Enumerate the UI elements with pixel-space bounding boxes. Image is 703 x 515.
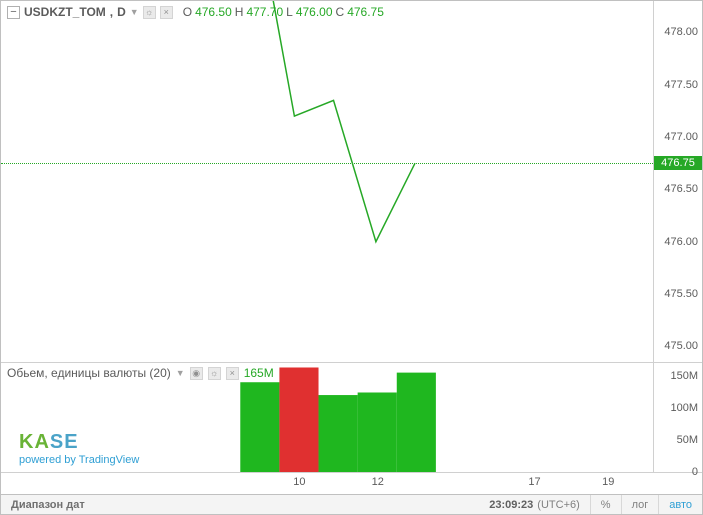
footer-toolbar: Диапазон дат 23:09:23 (UTC+6) % лог авто <box>1 494 702 514</box>
price-chart[interactable]: − USDKZT_TOM, D ▼ ☼ × O 476.50 H 477.70 … <box>1 1 654 362</box>
chevron-down-icon[interactable]: ▼ <box>130 7 139 17</box>
price-tick: 478.00 <box>664 26 698 38</box>
volume-chart[interactable]: Обьем, единицы валюты (20) ▼ ◉ ☼ × 165M … <box>1 363 654 472</box>
symbol-legend: − USDKZT_TOM, D ▼ ☼ × O 476.50 H 477.70 … <box>7 5 384 19</box>
brand-subtitle: powered by TradingView <box>19 454 139 466</box>
ohlc-low: 476.00 <box>296 5 333 19</box>
symbol-name: USDKZT_TOM <box>24 5 106 19</box>
brand-logo: KASE powered by TradingView <box>19 431 139 466</box>
price-tick: 477.00 <box>664 131 698 143</box>
collapse-toggle[interactable]: − <box>7 6 20 19</box>
volume-y-axis[interactable]: 050M100M150M <box>654 363 702 472</box>
volume-legend: Обьем, единицы валюты (20) ▼ ◉ ☼ × 165M <box>7 366 274 380</box>
x-tick: 17 <box>528 476 540 488</box>
price-tick: 476.00 <box>664 236 698 248</box>
log-scale-button[interactable]: лог <box>621 495 659 514</box>
price-tick: 475.50 <box>664 288 698 300</box>
volume-label: Обьем, единицы валюты (20) <box>7 366 171 380</box>
price-tick: 476.50 <box>664 183 698 195</box>
clock-timezone[interactable]: (UTC+6) <box>537 499 589 511</box>
time-x-axis[interactable]: 10 12 17 19 <box>1 473 654 494</box>
percent-scale-button[interactable]: % <box>590 495 621 514</box>
visibility-icon[interactable]: ◉ <box>190 367 203 380</box>
settings-icon[interactable]: ☼ <box>208 367 221 380</box>
ohlc-high: 477.70 <box>246 5 283 19</box>
auto-scale-button[interactable]: авто <box>658 495 702 514</box>
price-tick: 475.00 <box>664 340 698 352</box>
ohlc-close: 476.75 <box>347 5 384 19</box>
current-price-tag: 476.75 <box>654 156 702 170</box>
x-tick: 10 <box>293 476 305 488</box>
ohlc-open: 476.50 <box>195 5 232 19</box>
close-icon[interactable]: × <box>226 367 239 380</box>
volume-tick: 50M <box>677 434 698 446</box>
chevron-down-icon[interactable]: ▼ <box>176 368 185 378</box>
volume-value: 165M <box>244 366 274 380</box>
date-range-button[interactable]: Диапазон дат <box>1 499 85 511</box>
settings-icon[interactable]: ☼ <box>143 6 156 19</box>
x-tick: 12 <box>372 476 384 488</box>
close-icon[interactable]: × <box>160 6 173 19</box>
price-tick: 477.50 <box>664 79 698 91</box>
volume-tick: 150M <box>670 370 698 382</box>
price-y-axis[interactable]: 475.00 475.50 476.00 476.50 477.00 477.50 478.… <box>654 1 702 362</box>
volume-tick: 0 <box>692 466 698 478</box>
clock-time: 23:09:23 <box>485 499 537 511</box>
current-price-line <box>1 163 653 164</box>
symbol-timeframe: D <box>117 5 126 19</box>
x-tick: 19 <box>602 476 614 488</box>
volume-tick: 100M <box>670 402 698 414</box>
